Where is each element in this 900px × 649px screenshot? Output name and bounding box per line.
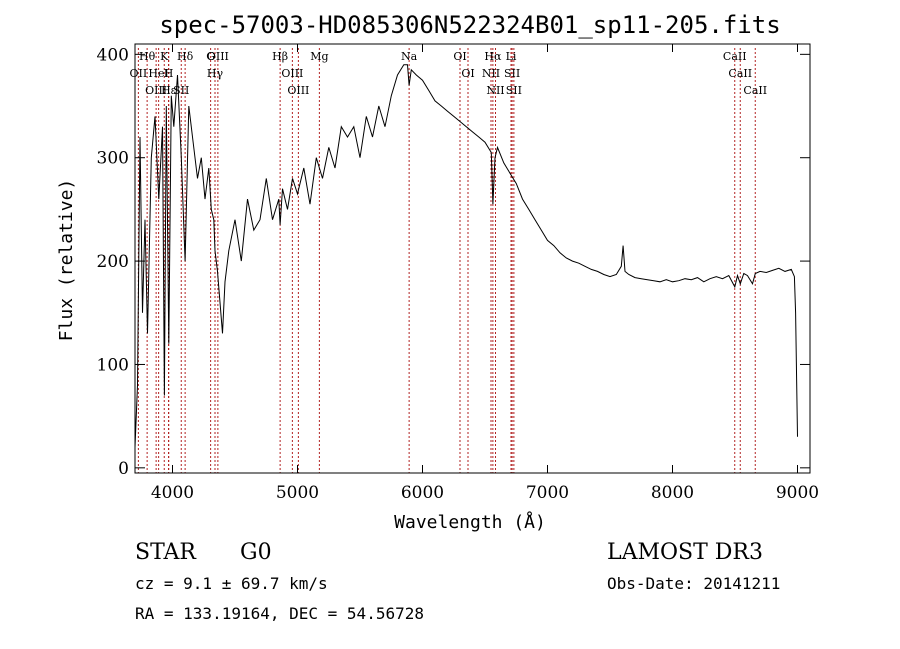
spectral-line-label: Hε [161, 84, 177, 97]
x-axis-label: Wavelength (Å) [394, 511, 546, 533]
spectral-line-label: CaII [723, 50, 747, 63]
object-subclass: G0 [240, 540, 272, 565]
spectral-line-label: G [206, 50, 215, 63]
coordinates: RA = 133.19164, DEC = 54.56728 [135, 604, 424, 623]
x-tick-label: 7000 [526, 483, 569, 503]
spectral-line-markers [137, 48, 756, 473]
x-tick-label: 4000 [151, 483, 194, 503]
spectral-line-label: Hγ [207, 67, 224, 80]
y-tick-label: 300 [97, 149, 129, 169]
survey-name: LAMOST DR3 [607, 540, 763, 565]
spectral-line-label: H [164, 67, 174, 80]
spectral-line-label: Hβ [272, 50, 288, 63]
y-tick-label: 400 [97, 45, 129, 65]
y-axis: 0 100 200 300 400 [97, 45, 810, 479]
spectral-line-label: SII [173, 84, 189, 97]
spectral-line-label: OI [453, 50, 466, 63]
chart-title: spec-57003-HD085306N522324B01_sp11-205.f… [159, 11, 780, 39]
x-axis: 4000 5000 6000 7000 8000 9000 [151, 44, 819, 503]
spectral-line-label: OI [461, 67, 474, 80]
spectral-line-label: NII [482, 67, 500, 80]
x-tick-label: 5000 [276, 483, 319, 503]
y-tick-label: 100 [97, 355, 129, 375]
y-tick-label: 0 [118, 459, 129, 479]
spectral-line-label: Na [401, 50, 418, 63]
spectral-line-label: Hα [484, 50, 502, 63]
x-tick-label: 8000 [651, 483, 694, 503]
spectral-line-label: OIII [287, 84, 309, 97]
spectral-line-label: Hδ [177, 50, 194, 63]
spectral-line-label: OIII [207, 50, 229, 63]
x-tick-label: 6000 [401, 483, 444, 503]
spectral-line-label: Li [506, 50, 517, 63]
spectral-line-label: SII [506, 84, 522, 97]
spectral-line-label: CaII [728, 67, 752, 80]
spectrum-series-line [134, 64, 798, 448]
spectral-line-label: SII [504, 67, 520, 80]
spectral-line-label: HeI [148, 67, 168, 80]
spectral-line-label: CaII [743, 84, 767, 97]
y-axis-label: Flux (relative) [56, 179, 77, 342]
spectral-line-label: K [160, 50, 169, 63]
spectral-line-label: OIII [145, 84, 167, 97]
spectral-line-label: OII [130, 67, 148, 80]
object-class: STAR [135, 540, 197, 565]
spectral-line-labels: Hθ OII OIII K HeI Hε HHδ SII OIII Hγ G Hβ OIII OIII Mg… [130, 50, 768, 97]
x-tick-label: 9000 [776, 483, 819, 503]
obs-date: Obs-Date: 20141211 [607, 574, 780, 593]
spectral-line-label: Mg [310, 50, 328, 63]
spectral-line-label: NII [486, 84, 504, 97]
redshift-readout: cz = 9.1 ± 69.7 km/s [135, 574, 328, 593]
spectral-line-label: Hθ [139, 50, 156, 63]
spectral-line-label: OIII [281, 67, 303, 80]
plot-frame [134, 43, 811, 474]
y-tick-label: 200 [97, 252, 129, 272]
